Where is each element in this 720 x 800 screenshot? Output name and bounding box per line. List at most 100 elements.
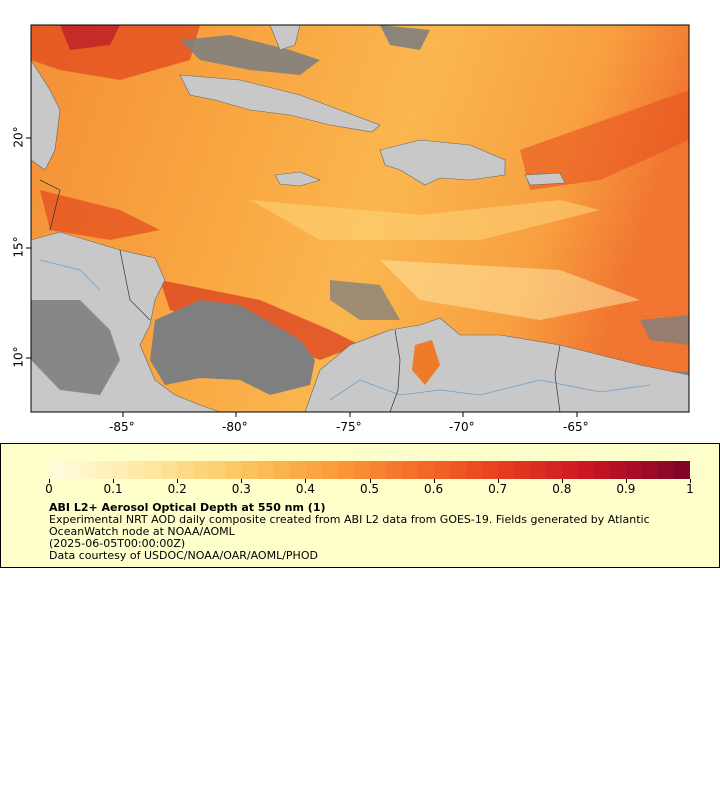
lon-label-85w: -85° xyxy=(109,420,135,434)
colorbar-swatch xyxy=(193,461,210,479)
colorbar-tick-label: 0.9 xyxy=(616,482,636,496)
colorbar-swatch xyxy=(353,461,370,479)
colorbar-tick xyxy=(625,479,627,483)
legend-date: (2025-06-05T00:00:00Z) xyxy=(49,537,186,550)
colorbar-tick-label: 0.6 xyxy=(424,482,444,496)
colorbar-swatch xyxy=(257,461,274,479)
max-aod-band xyxy=(60,25,120,50)
land-florida xyxy=(269,25,301,51)
colorbar-swatch xyxy=(289,461,306,479)
lat-label-15n: 15° xyxy=(11,236,26,258)
aod-map: -85° -80° -75° -70° -65° 20° 15° 10° xyxy=(11,24,690,434)
high-aod-band-east xyxy=(520,90,689,190)
colorbar-swatch xyxy=(145,461,162,479)
colorbar-swatch xyxy=(674,461,691,479)
colorbar-tick xyxy=(369,479,371,483)
colorbar-swatch xyxy=(321,461,338,479)
colorbar-swatch xyxy=(81,461,98,479)
lon-label-65w: -65° xyxy=(563,420,589,434)
land-cuba xyxy=(179,74,381,133)
land-hispaniola xyxy=(379,139,506,186)
colorbar-swatch xyxy=(113,461,130,479)
land-yucatan xyxy=(31,59,61,171)
colorbar-swatch xyxy=(129,461,146,479)
colorbar-swatch xyxy=(369,461,386,479)
land-puerto-rico xyxy=(524,172,566,186)
colorbar-swatch xyxy=(177,461,194,479)
colorbar-swatch xyxy=(465,461,482,479)
colorbar-swatch xyxy=(642,461,659,479)
colorbar xyxy=(49,461,691,479)
colorbar-tick xyxy=(49,479,50,483)
colorbar-swatch xyxy=(241,461,258,479)
colorbar-swatch xyxy=(610,461,627,479)
no-data-area-east xyxy=(640,315,689,345)
aod-map-plot xyxy=(26,24,690,417)
colorbar-swatch xyxy=(209,461,226,479)
colorbar-tick-label: 0.7 xyxy=(488,482,508,496)
legend-panel: 0 0.1 0.2 0.3 0.4 0.5 0.6 0.7 0.8 0.9 1 ABI L2+ Ae… xyxy=(0,443,720,568)
colorbar-swatch xyxy=(481,461,498,479)
colorbar-tick xyxy=(690,479,691,483)
no-data-area-north xyxy=(180,35,320,75)
colorbar-swatch xyxy=(385,461,402,479)
lon-ticks xyxy=(26,137,578,417)
lon-label-80w: -80° xyxy=(222,420,248,434)
colorbar-swatch xyxy=(658,461,675,479)
lake-maracaibo xyxy=(412,340,440,385)
colorbar-swatch xyxy=(273,461,290,479)
colorbar-swatch xyxy=(401,461,418,479)
land-south-america xyxy=(304,317,689,412)
colorbar-swatch xyxy=(449,461,466,479)
colorbar-swatch xyxy=(337,461,354,479)
lon-label-75w: -75° xyxy=(336,420,362,434)
colorbar-swatch xyxy=(513,461,530,479)
low-aod-band xyxy=(250,200,600,240)
colorbar-tick-label: 0.1 xyxy=(103,482,123,496)
legend-credit: Data courtesy of USDOC/NOAA/OAR/AOML/PHO… xyxy=(49,549,318,562)
colorbar-swatch xyxy=(417,461,434,479)
lat-label-20n: 20° xyxy=(11,126,26,148)
rivers-ca xyxy=(39,259,101,291)
colorbar-tick xyxy=(305,479,307,483)
colorbar-swatch xyxy=(594,461,611,479)
map-field xyxy=(31,25,689,412)
colorbar-swatch xyxy=(529,461,546,479)
colorbar-swatch xyxy=(626,461,643,479)
high-aod-band-west xyxy=(40,190,160,240)
borders xyxy=(39,179,561,412)
lon-label-70w: -70° xyxy=(449,420,475,434)
colorbar-swatch xyxy=(49,461,66,479)
colorbar-tick-label: 0.3 xyxy=(231,482,251,496)
colorbar-swatch xyxy=(161,461,178,479)
colorbar-tick xyxy=(241,479,243,483)
colorbar-tick xyxy=(561,479,563,483)
no-data-area-north2 xyxy=(380,25,430,50)
colorbar-tick-label: 0.4 xyxy=(295,482,315,496)
colorbar-tick xyxy=(497,479,499,483)
colorbar-swatch xyxy=(305,461,322,479)
colorbar-tick xyxy=(433,479,435,483)
no-data-area-caribbean xyxy=(330,280,400,320)
legend-title: ABI L2+ Aerosol Optical Depth at 550 nm … xyxy=(49,501,326,514)
lat-label-10n: 10° xyxy=(11,346,26,368)
colorbar-swatch xyxy=(97,461,114,479)
colorbar-swatch xyxy=(65,461,82,479)
no-data-area xyxy=(150,300,315,395)
colorbar-tick xyxy=(177,479,179,483)
legend-description: Experimental NRT AOD daily composite cre… xyxy=(49,513,650,538)
no-data-pacific xyxy=(31,300,120,395)
colorbar-tick-label: 0.5 xyxy=(359,482,380,496)
map-frame xyxy=(30,24,690,413)
colorbar-tick xyxy=(113,479,115,483)
colorbar-tick-label: 0.2 xyxy=(167,482,187,496)
low-aod-band-south xyxy=(380,260,640,320)
colorbar-swatch xyxy=(562,461,579,479)
colorbar-tick-label: 0.8 xyxy=(552,482,572,496)
colorbar-swatch xyxy=(433,461,450,479)
colorbar-swatch xyxy=(578,461,595,479)
rivers xyxy=(329,379,651,401)
colorbar-swatch xyxy=(497,461,514,479)
land-jamaica xyxy=(274,171,321,187)
colorbar-swatch xyxy=(545,461,562,479)
